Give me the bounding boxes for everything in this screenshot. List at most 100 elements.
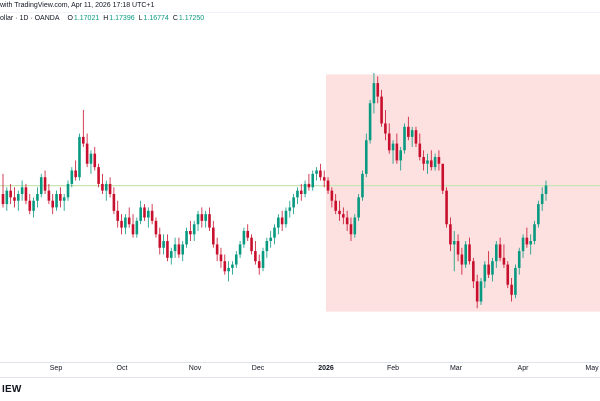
candle (1, 173, 5, 208)
candle (66, 180, 70, 201)
candle-body (1, 194, 5, 205)
candles-group (1, 73, 548, 309)
candle (89, 150, 93, 174)
attribution-text: with TradingView.com, Apr 11, 2026 17:18… (0, 2, 155, 9)
candle (433, 153, 437, 171)
candle (380, 89, 383, 127)
candle (59, 187, 62, 208)
candle (273, 224, 276, 245)
candle-body (319, 170, 322, 178)
candle (82, 110, 85, 147)
candle (364, 133, 368, 178)
candle-body (280, 217, 284, 225)
candle-body (483, 264, 487, 282)
ohlc-value-l: 1.16774 (143, 15, 169, 22)
candle (208, 207, 211, 231)
candle-body (407, 126, 410, 137)
candle-body (28, 200, 32, 211)
candle (345, 210, 349, 231)
candle (104, 180, 108, 201)
candle (51, 194, 55, 215)
candle (215, 237, 219, 262)
candle (376, 76, 380, 104)
candle (491, 257, 494, 282)
candle (441, 163, 445, 194)
candle (200, 207, 204, 228)
ohlc-key-l: L (138, 15, 143, 22)
candle-body (39, 177, 43, 194)
candle-body (410, 130, 414, 137)
candle (97, 163, 100, 188)
candle (116, 200, 120, 228)
candle-body (108, 183, 112, 194)
ohlc-key-o: O (67, 15, 73, 22)
candle-body (104, 183, 108, 191)
highlight-zone (326, 74, 600, 312)
candle-body (376, 83, 380, 97)
time-axis-label: Oct (116, 365, 128, 372)
candle-body (139, 207, 142, 221)
candle-body (468, 244, 471, 262)
price-chart[interactable] (0, 26, 600, 362)
candle (303, 180, 307, 198)
candle (16, 190, 20, 211)
candle-body (5, 190, 9, 205)
candle-body (517, 251, 521, 268)
candle (292, 194, 295, 215)
candle-body (429, 160, 433, 168)
candle-body (399, 150, 402, 161)
candle-body (544, 185, 548, 194)
candle (342, 207, 345, 225)
candle-body (533, 224, 536, 242)
candle-body (150, 210, 154, 221)
candle (368, 99, 372, 144)
candle-body (242, 230, 246, 245)
candle (529, 234, 533, 255)
ohlc-value-c: 1.17250 (178, 15, 205, 22)
candle (143, 204, 146, 221)
candle-body (185, 230, 188, 245)
candle-body (510, 284, 513, 295)
candle-body (475, 281, 479, 302)
candle-body (303, 183, 307, 194)
candle-body (238, 244, 242, 255)
candle-body (414, 130, 418, 144)
candle-body (196, 214, 200, 225)
candle (177, 237, 181, 258)
candle-body (514, 267, 517, 295)
candle-body (78, 136, 81, 178)
candle (372, 73, 376, 114)
candle (361, 170, 364, 201)
candle (238, 241, 242, 258)
candle (189, 220, 192, 242)
candle-body (20, 187, 24, 194)
candle (173, 237, 177, 258)
attribution-bar: with TradingView.com, Apr 11, 2026 17:18… (0, 0, 600, 13)
candle (257, 254, 261, 275)
candle-body (89, 153, 93, 164)
candle (9, 183, 12, 205)
candle-body (127, 217, 131, 225)
candle-body (82, 136, 85, 144)
candle-body (257, 261, 261, 268)
candle (127, 207, 131, 228)
candle (242, 227, 246, 248)
candle-body (120, 220, 123, 228)
candle (196, 210, 200, 231)
candle (475, 274, 479, 309)
candle (158, 227, 162, 255)
candle (429, 150, 433, 171)
candle (36, 187, 39, 208)
symbol-title[interactable]: ollar · 1D · OANDA (0, 15, 60, 22)
candle (311, 170, 315, 191)
candle-body (529, 241, 533, 245)
candle (265, 237, 269, 258)
candle (460, 247, 464, 275)
time-axis-label: Feb (386, 365, 400, 372)
candle (269, 230, 272, 248)
candle (456, 234, 460, 262)
candle-body (124, 217, 127, 228)
candle-body (143, 207, 146, 218)
candle-body (315, 170, 318, 174)
candle (483, 261, 487, 289)
